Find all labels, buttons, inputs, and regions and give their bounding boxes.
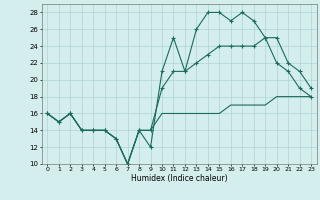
X-axis label: Humidex (Indice chaleur): Humidex (Indice chaleur) [131, 174, 228, 183]
